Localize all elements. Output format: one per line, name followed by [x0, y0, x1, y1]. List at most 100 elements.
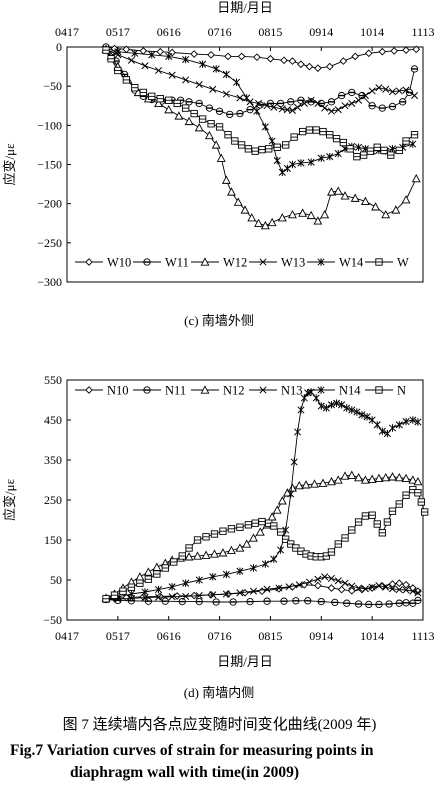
- data-point: [355, 143, 363, 151]
- data-point: [410, 92, 419, 100]
- data-point: [371, 202, 380, 211]
- data-point: [339, 57, 348, 65]
- legend-label: N12: [223, 384, 245, 398]
- data-point: [388, 88, 397, 96]
- figure-caption-cn: 图 7 连续墙内各点应变随时间变化曲线(2009 年): [62, 717, 377, 733]
- legend-label: N: [397, 384, 406, 398]
- data-point: [394, 472, 404, 482]
- data-point: [182, 579, 190, 587]
- data-point: [290, 458, 298, 466]
- legend-label: W: [397, 256, 409, 270]
- data-point: [218, 548, 228, 557]
- x-axis-label: 日期/月日: [217, 654, 273, 669]
- data-point: [355, 96, 363, 104]
- data-point: [390, 47, 399, 55]
- data-point: [364, 49, 373, 58]
- data-point: [360, 475, 370, 484]
- y-tick-label: 550: [44, 373, 62, 387]
- data-point: [143, 567, 153, 576]
- series-n13: [102, 573, 422, 604]
- data-point: [233, 197, 243, 206]
- data-point: [154, 593, 163, 601]
- data-point: [361, 92, 369, 100]
- data-point: [253, 107, 261, 115]
- series-w12: [101, 44, 421, 230]
- data-point: [401, 195, 411, 204]
- data-point: [411, 173, 421, 183]
- data-point: [226, 187, 236, 196]
- data-point: [375, 84, 383, 92]
- data-point: [236, 567, 244, 575]
- legend-label: W13: [281, 256, 305, 270]
- x-tick-label: 0914: [309, 629, 333, 643]
- legend-c: W10 W11 W12 W13 W14 W: [75, 256, 409, 270]
- data-point: [306, 210, 316, 220]
- data-point: [297, 159, 305, 167]
- data-point: [333, 475, 343, 484]
- figure-caption-en: Fig.7 Variation curves of strain for mea…: [10, 740, 435, 784]
- data-point: [173, 592, 182, 600]
- data-point: [212, 65, 220, 73]
- data-point: [268, 137, 276, 145]
- series-line-w12: [105, 49, 417, 227]
- data-point: [295, 581, 303, 589]
- data-point: [378, 47, 387, 56]
- y-tick-label: 150: [44, 533, 62, 547]
- series-w13: [102, 45, 419, 115]
- x-tick-label: 0815: [258, 25, 282, 39]
- data-point: [141, 62, 149, 70]
- data-point: [321, 104, 329, 112]
- data-point: [193, 551, 202, 560]
- data-point: [255, 527, 265, 536]
- data-point: [348, 582, 356, 590]
- data-point: [283, 164, 291, 173]
- data-point: [224, 52, 232, 61]
- data-point: [287, 490, 295, 498]
- series-n14: [102, 388, 422, 603]
- data-point: [285, 583, 293, 591]
- data-point: [341, 579, 349, 587]
- data-point: [350, 193, 360, 202]
- x-tick-label: 0616: [157, 629, 181, 643]
- legend-marker: [85, 386, 93, 394]
- data-point: [182, 55, 190, 64]
- data-point: [165, 52, 173, 61]
- data-point: [409, 140, 417, 148]
- legend-label: W11: [165, 256, 189, 270]
- data-point: [297, 60, 305, 69]
- data-point: [402, 586, 410, 594]
- data-point: [255, 99, 263, 107]
- data-point: [261, 123, 269, 131]
- data-point: [402, 86, 410, 94]
- chart-subtitle: (d) 南墙内侧: [184, 685, 254, 700]
- data-point: [131, 49, 139, 57]
- data-point: [267, 512, 277, 521]
- data-point: [305, 62, 314, 71]
- data-point: [300, 99, 308, 107]
- data-point: [327, 584, 336, 592]
- legend-marker: [317, 386, 325, 394]
- data-point: [388, 580, 397, 588]
- data-point: [318, 478, 328, 487]
- data-point: [383, 429, 391, 438]
- legend-label: W14: [339, 256, 364, 270]
- y-tick-label: −50: [43, 613, 62, 627]
- chart-subtitle: (c) 南墙外侧: [184, 313, 254, 328]
- data-point: [184, 552, 194, 561]
- data-point: [221, 175, 231, 184]
- y-axis-label: 应变/με: [2, 478, 17, 521]
- data-point: [395, 579, 404, 588]
- data-point: [273, 156, 281, 165]
- data-point: [253, 53, 261, 62]
- data-point: [184, 116, 194, 126]
- data-point: [314, 99, 322, 107]
- data-point: [148, 51, 156, 59]
- y-tick-label: 50: [50, 573, 62, 587]
- legend-label: W10: [107, 256, 131, 270]
- data-point: [209, 573, 217, 581]
- data-point: [207, 50, 215, 59]
- data-point: [236, 94, 244, 102]
- y-tick-label: −150: [37, 158, 62, 172]
- data-point: [360, 196, 370, 205]
- x-tick-label: 1014: [360, 25, 384, 39]
